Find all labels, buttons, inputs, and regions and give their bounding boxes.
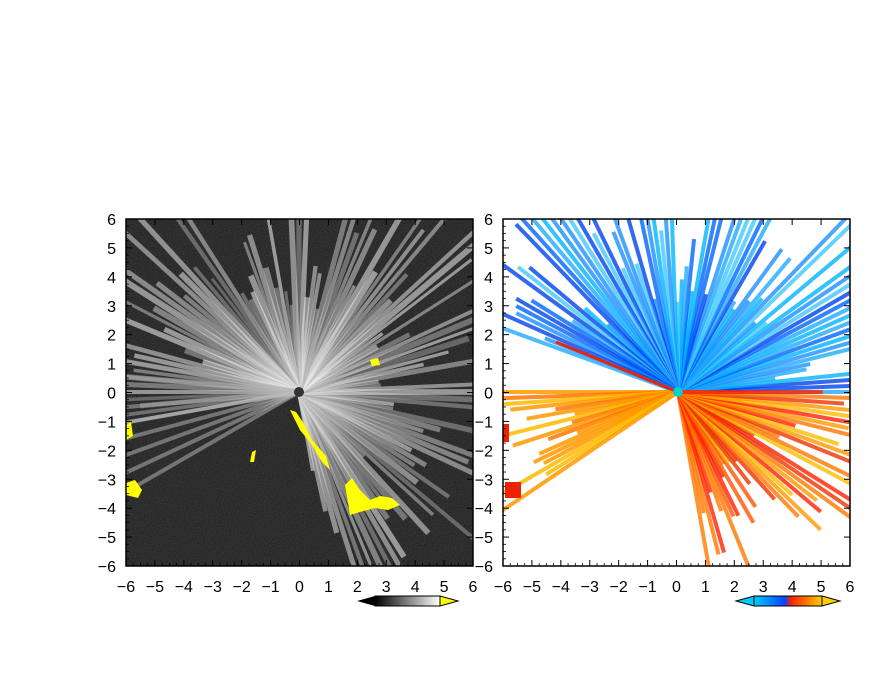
velocity-beam [503, 390, 680, 513]
right-xtick-label: 0 [672, 579, 681, 596]
left-xtick-label: −5 [146, 579, 164, 596]
left-ytick-label: −2 [98, 443, 116, 460]
velocity-lidar-site [673, 387, 683, 397]
right-ytick-label: −2 [475, 443, 493, 460]
left-xtick-label: −4 [175, 579, 193, 596]
left-xtick-label: 6 [469, 579, 478, 596]
right-xtick-label: 4 [788, 579, 797, 596]
snr-patch-north [370, 358, 380, 366]
right-xtick-label: 5 [817, 579, 826, 596]
right-xtick-label: 2 [730, 579, 739, 596]
snr-colorbar-under-arrow [357, 596, 375, 606]
right-xtick-label: −5 [523, 579, 541, 596]
left-ytick-label: 5 [107, 241, 116, 258]
right-ytick-label: 1 [484, 357, 493, 374]
snr-beam [298, 382, 473, 394]
velocity-colorbar-ramp [753, 595, 823, 607]
left-xtick-label: 2 [353, 579, 362, 596]
right-xtick-label: −3 [581, 579, 599, 596]
snr-patch-south [290, 410, 330, 470]
velocity-patch-southwest [505, 482, 521, 498]
snr-beam [126, 390, 301, 495]
left-ytick-label: 4 [107, 270, 116, 287]
snr-axis-ticks: −6 6 −5 5 −4 4 −3 3 −2 2 −1 1 0 0 1 −1 2 −2 3 −3 4 −4 5 −5 6 −6 [98, 212, 478, 596]
velocity-panel: −6 6 −5 5 −4 4 −3 3 −2 2 −1 1 0 0 1 −1 2 −2 3 −3 4 −4 5 −5 6 −6 [475, 212, 855, 596]
snr-beam [297, 391, 365, 566]
snr-panel: −6 6 −5 5 −4 4 −3 3 −2 2 −1 1 0 0 1 −1 2 −2 3 −3 4 −4 5 −5 6 −6 [98, 212, 478, 596]
left-xtick-label: 1 [324, 579, 333, 596]
snr-beam [298, 389, 473, 434]
right-xtick-label: 6 [846, 579, 855, 596]
snr-beam [126, 390, 300, 425]
left-ytick-label: −3 [98, 472, 116, 489]
snr-beam [126, 359, 300, 394]
right-ytick-label: 6 [484, 212, 493, 229]
right-xtick-label: −2 [610, 579, 628, 596]
snr-beam [126, 374, 300, 394]
snr-beam [126, 390, 300, 441]
snr-high-patches [126, 358, 400, 515]
velocity-colorbar-under-arrow [734, 595, 755, 607]
snr-patch-southeast [345, 478, 400, 515]
left-xtick-label: 5 [440, 579, 449, 596]
velocity-patch-west [503, 424, 509, 442]
right-xtick-label: −4 [552, 579, 570, 596]
left-ytick-label: −1 [98, 414, 116, 431]
right-xtick-label: 1 [701, 579, 710, 596]
left-ytick-label: −6 [98, 559, 116, 576]
right-xtick-label: −1 [638, 579, 656, 596]
right-xtick-label: 3 [759, 579, 768, 596]
snr-colorbar-ramp [374, 595, 441, 607]
right-ytick-label: −3 [475, 472, 493, 489]
right-ytick-label: 5 [484, 241, 493, 258]
right-ytick-label: −1 [475, 414, 493, 431]
velocity-beams [503, 219, 850, 566]
snr-beam [126, 390, 300, 475]
left-ytick-label: −5 [98, 530, 116, 547]
snr-beam [126, 390, 300, 458]
snr-beam [175, 219, 301, 394]
right-ytick-label: 4 [484, 270, 493, 287]
snr-beam [126, 390, 300, 410]
left-ytick-label: 3 [107, 299, 116, 316]
left-xtick-label: −3 [204, 579, 222, 596]
left-xtick-label: 4 [411, 579, 420, 596]
right-ytick-label: 2 [484, 328, 493, 345]
left-xtick-label: −6 [117, 579, 135, 596]
right-ytick-label: 0 [484, 386, 493, 403]
left-ytick-label: 0 [107, 386, 116, 403]
velocity-beam [555, 340, 679, 394]
velocity-colorbar [734, 595, 842, 607]
velocity-colorbar-over-arrow [821, 595, 842, 607]
left-xtick-label: −1 [261, 579, 279, 596]
left-ytick-label: 2 [107, 328, 116, 345]
left-xtick-label: −2 [233, 579, 251, 596]
left-ytick-label: −4 [98, 501, 116, 518]
left-xtick-label: 3 [382, 579, 391, 596]
snr-patch-small [250, 450, 256, 462]
right-ytick-label: −6 [475, 559, 493, 576]
right-ytick-label: −4 [475, 501, 493, 518]
snr-colorbar [357, 595, 460, 607]
snr-lidar-site [294, 387, 304, 397]
right-ytick-label: −5 [475, 530, 493, 547]
left-xtick-label: 0 [295, 579, 304, 596]
snr-patch-west-2 [126, 480, 142, 498]
left-ytick-label: 6 [107, 212, 116, 229]
velocity-axis-ticks: −6 6 −5 5 −4 4 −3 3 −2 2 −1 1 0 0 1 −1 2 −2 3 −3 4 −4 5 −5 6 −6 [475, 212, 855, 596]
right-xtick-label: −6 [494, 579, 512, 596]
right-ytick-label: 3 [484, 299, 493, 316]
snr-colorbar-over-arrow [439, 595, 460, 607]
left-ytick-label: 1 [107, 357, 116, 374]
